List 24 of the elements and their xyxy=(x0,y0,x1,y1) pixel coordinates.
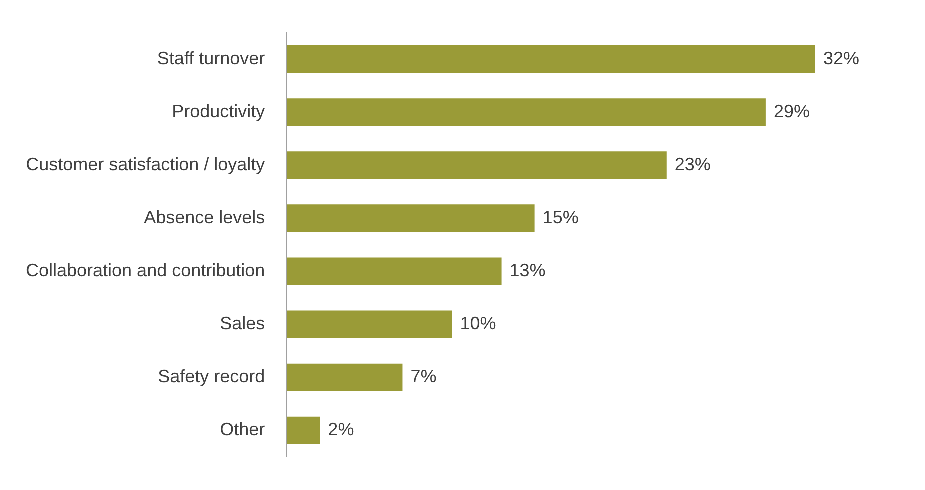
data-label: 29% xyxy=(774,101,810,122)
data-label: 32% xyxy=(823,48,860,68)
data-label: 2% xyxy=(328,420,354,440)
y-tick-label: Sales xyxy=(220,314,266,334)
y-tick-label: Collaboration and contribution xyxy=(26,260,266,280)
data-label: 23% xyxy=(674,154,711,174)
bar xyxy=(287,364,403,392)
y-tick-label: Other xyxy=(220,420,266,440)
data-label: 13% xyxy=(510,260,546,280)
bar xyxy=(287,98,766,126)
y-tick-label: Productivity xyxy=(172,101,266,122)
bar xyxy=(287,416,320,444)
y-tick-label: Staff turnover xyxy=(157,48,266,68)
bar xyxy=(287,310,452,338)
bar xyxy=(287,46,816,74)
data-label: 10% xyxy=(460,314,496,334)
bar xyxy=(287,204,535,232)
y-tick-label: Safety record xyxy=(158,366,266,387)
y-tick-label: Absence levels xyxy=(144,207,266,228)
data-label: 7% xyxy=(410,366,437,387)
bar xyxy=(287,258,502,286)
bar xyxy=(287,152,667,180)
data-label: 15% xyxy=(542,207,579,228)
y-tick-label: Customer satisfaction / loyalty xyxy=(26,154,266,174)
